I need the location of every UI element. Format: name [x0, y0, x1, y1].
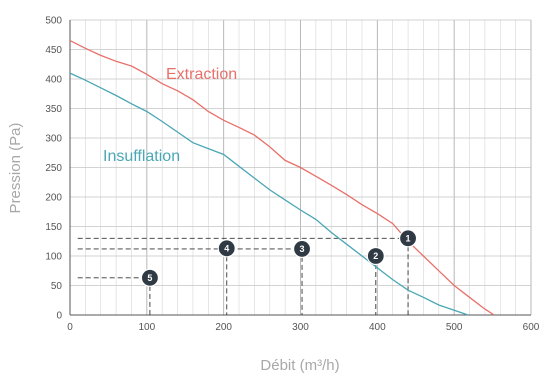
y-tick-label: 300: [45, 134, 62, 145]
y-axis-title: Pression (Pa): [7, 123, 24, 214]
axes: [69, 20, 531, 316]
series-label-extraction: Extraction: [166, 66, 237, 83]
marker-label: 3: [300, 244, 305, 254]
marker-label: 2: [373, 251, 378, 261]
marker-circle: [366, 246, 385, 266]
dashed-guides: [77, 237, 409, 315]
x-tick-label: 200: [215, 322, 232, 333]
y-tick-label: 100: [45, 252, 62, 263]
marker-4: 4: [217, 239, 236, 258]
marker-1: 1: [398, 229, 418, 248]
x-tick-label: 500: [446, 322, 463, 333]
x-tick-label: 100: [138, 322, 155, 333]
marker-2: 2: [366, 246, 385, 266]
marker-label: 1: [406, 234, 411, 244]
x-tick-labels: 0 100 200 300 400 500 600: [67, 322, 540, 333]
marker-5: 5: [140, 268, 160, 287]
y-tick-label: 350: [45, 104, 62, 115]
x-tick-label: 0: [67, 322, 73, 333]
y-tick-label: 450: [45, 45, 62, 56]
marker-circle: [217, 239, 236, 258]
x-tick-label: 300: [292, 322, 309, 333]
y-tick-label: 150: [45, 222, 62, 233]
y-tick-label: 0: [56, 311, 62, 322]
series-line-insufflation: [69, 72, 469, 316]
series-line-extraction: [69, 40, 495, 316]
marker-label: 4: [224, 244, 229, 254]
marker-label: 5: [147, 273, 152, 283]
x-tick-label: 400: [369, 322, 386, 333]
series-label-insufflation: Insufflation: [103, 148, 180, 165]
marker-circle: [292, 239, 312, 259]
y-tick-label: 200: [45, 193, 62, 204]
y-tick-labels: 0 50 100 150 200 250 300 350 400 450 500: [45, 16, 62, 322]
marker-3: 3: [292, 239, 312, 259]
y-tick-label: 50: [51, 281, 63, 292]
y-tick-label: 250: [45, 163, 62, 174]
series-lines: [69, 40, 495, 316]
operating-point-markers: 1 2 3 4 5: [140, 229, 418, 287]
x-tick-label: 600: [523, 322, 540, 333]
marker-circle: [140, 268, 160, 287]
x-axis-title: Débit (m³/h): [260, 357, 339, 374]
y-tick-label: 400: [45, 75, 62, 86]
y-tick-label: 500: [45, 16, 62, 27]
marker-circle: [398, 229, 418, 248]
